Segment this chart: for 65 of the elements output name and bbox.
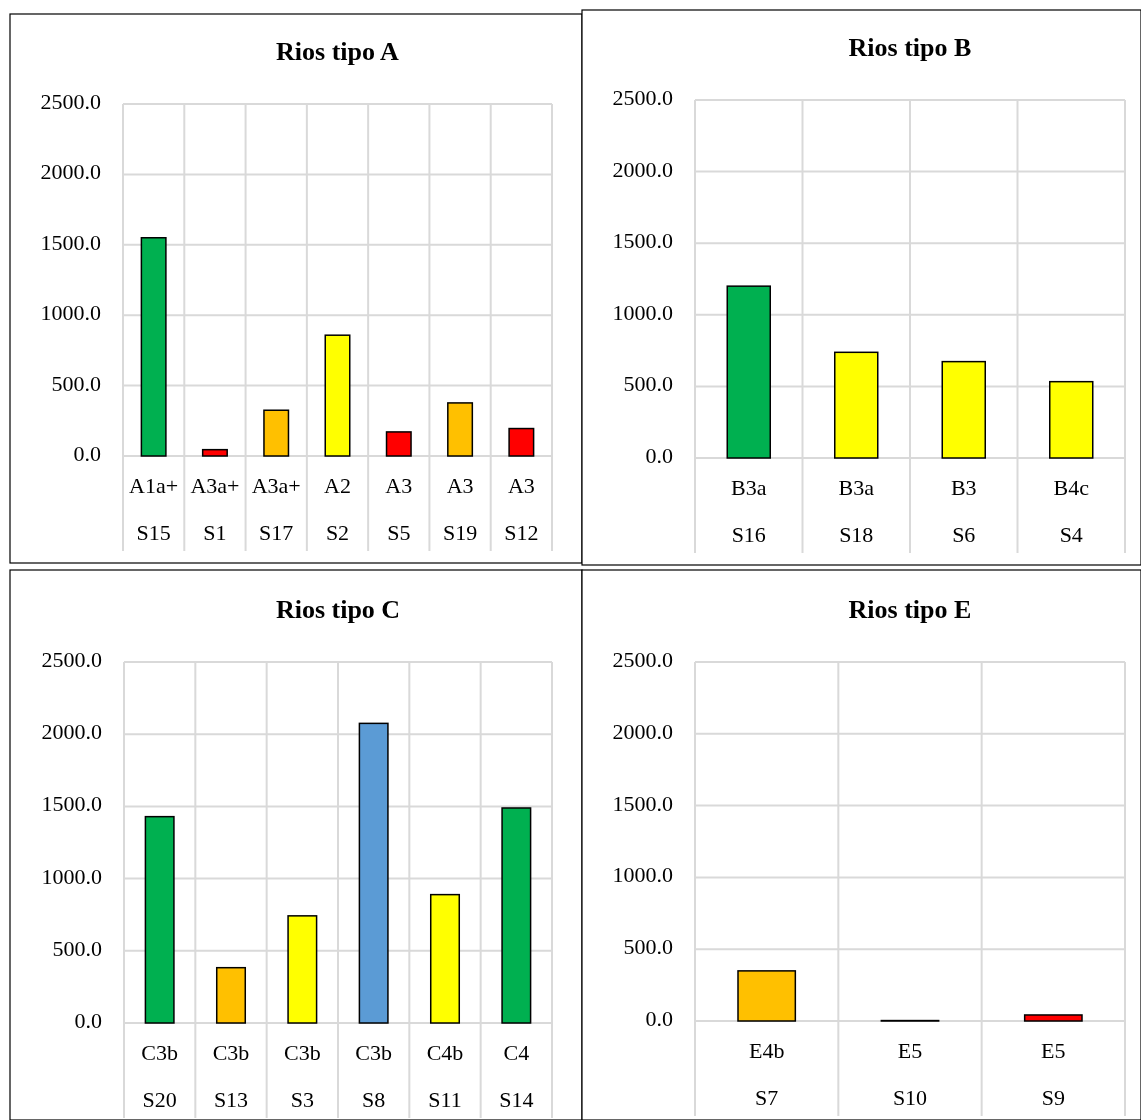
bar [263, 409, 290, 457]
y-tick-label: 1500.0 [612, 228, 673, 254]
bar [385, 431, 412, 457]
bar [501, 807, 532, 1024]
x-tick-label: B4c S4 [1053, 475, 1090, 548]
y-tick-label: 0.0 [73, 441, 101, 467]
y-tick-label: 500.0 [623, 934, 673, 960]
y-tick-label: 500.0 [51, 370, 101, 396]
bar [358, 722, 389, 1024]
x-tick-label: A3a+ S17 [251, 473, 301, 546]
bar [140, 237, 167, 457]
chart-title: Rios tipo C [275, 594, 401, 624]
x-tick-label: A3 S5 [385, 473, 413, 546]
x-tick-label: A1a+ S15 [129, 473, 179, 546]
bar [941, 360, 986, 459]
x-tick-label: E4b S7 [748, 1038, 785, 1111]
bar [834, 351, 879, 459]
x-tick-label: A2 S2 [324, 473, 351, 546]
y-tick-label: 2500.0 [40, 89, 101, 115]
y-tick-label: 1000.0 [41, 863, 102, 889]
chart-title: Rios tipo E [848, 594, 972, 624]
y-tick-label: 2000.0 [41, 719, 102, 745]
y-tick-label: 2500.0 [612, 85, 673, 111]
y-tick-label: 2000.0 [612, 156, 673, 182]
bar [144, 815, 175, 1024]
chart-title: Rios tipo A [276, 36, 400, 66]
y-tick-label: 1500.0 [41, 791, 102, 817]
x-tick-label: A3 S12 [504, 473, 539, 546]
x-tick-label: C4b S11 [426, 1040, 464, 1113]
bar [201, 448, 228, 457]
y-tick-label: 0.0 [74, 1008, 102, 1034]
y-tick-label: 0.0 [645, 443, 673, 469]
bar [1049, 380, 1094, 459]
bar [287, 915, 318, 1024]
y-tick-label: 2500.0 [41, 647, 102, 673]
y-tick-label: 1000.0 [612, 862, 673, 888]
bar [447, 402, 474, 457]
y-tick-label: 500.0 [52, 935, 102, 961]
x-tick-label: B3a S16 [731, 475, 767, 548]
y-tick-label: 2000.0 [40, 159, 101, 185]
chart-title: Rios tipo B [848, 32, 972, 62]
x-tick-label: B3a S18 [838, 475, 875, 548]
x-tick-label: C3b S20 [141, 1040, 179, 1113]
y-tick-label: 500.0 [623, 371, 673, 397]
x-tick-label: C3b S13 [212, 1040, 250, 1113]
bar [215, 966, 247, 1024]
x-tick-label: A3 S19 [442, 473, 478, 546]
bar [726, 285, 771, 459]
y-tick-label: 1000.0 [40, 300, 101, 326]
x-tick-label: C3b S3 [283, 1040, 321, 1113]
y-tick-label: 2000.0 [612, 718, 673, 744]
y-tick-label: 1500.0 [40, 229, 101, 255]
x-tick-label: B3 S6 [950, 475, 977, 548]
bar [324, 334, 351, 457]
x-tick-label: A3a+ S1 [190, 473, 240, 546]
y-tick-label: 1500.0 [612, 790, 673, 816]
y-tick-label: 2500.0 [612, 647, 673, 673]
x-tick-label: C4 S14 [499, 1040, 534, 1113]
bar [508, 427, 535, 457]
y-tick-label: 1000.0 [612, 299, 673, 325]
x-tick-label: C3b S8 [355, 1040, 393, 1113]
x-tick-label: E5 S9 [1041, 1038, 1066, 1111]
y-tick-label: 0.0 [645, 1006, 673, 1032]
bar [429, 893, 461, 1024]
x-tick-label: E5 S10 [892, 1038, 928, 1111]
